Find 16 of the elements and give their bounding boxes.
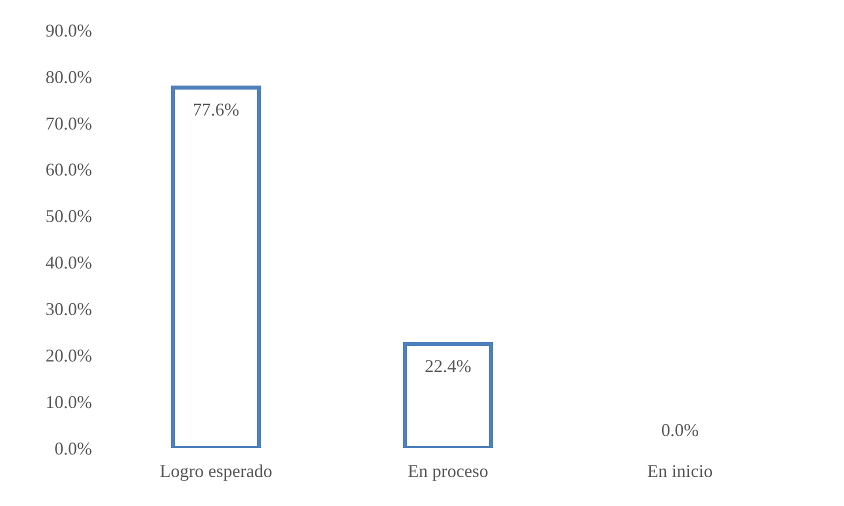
y-tick-label: 60.0% [46,160,92,180]
y-tick-label: 40.0% [46,252,92,273]
y-tick-label: 50.0% [46,206,92,226]
x-tick-label: En inicio [647,460,713,481]
y-tick-label: 20.0% [46,346,92,366]
y-tick-label: 70.0% [46,113,92,134]
x-tick-label: En proceso [408,460,488,481]
y-tick-label: 0.0% [54,438,92,458]
data-label: 22.4% [424,356,472,376]
data-label: 0.0% [661,420,699,440]
y-tick-label: 80.0% [46,66,92,87]
y-tick-label: 30.0% [46,299,92,320]
x-tick-label: Logro esperado [160,460,272,481]
y-tick-label: 10.0% [46,392,92,412]
data-label: 77.6% [192,100,240,120]
y-tick-label: 90.0% [46,20,92,40]
